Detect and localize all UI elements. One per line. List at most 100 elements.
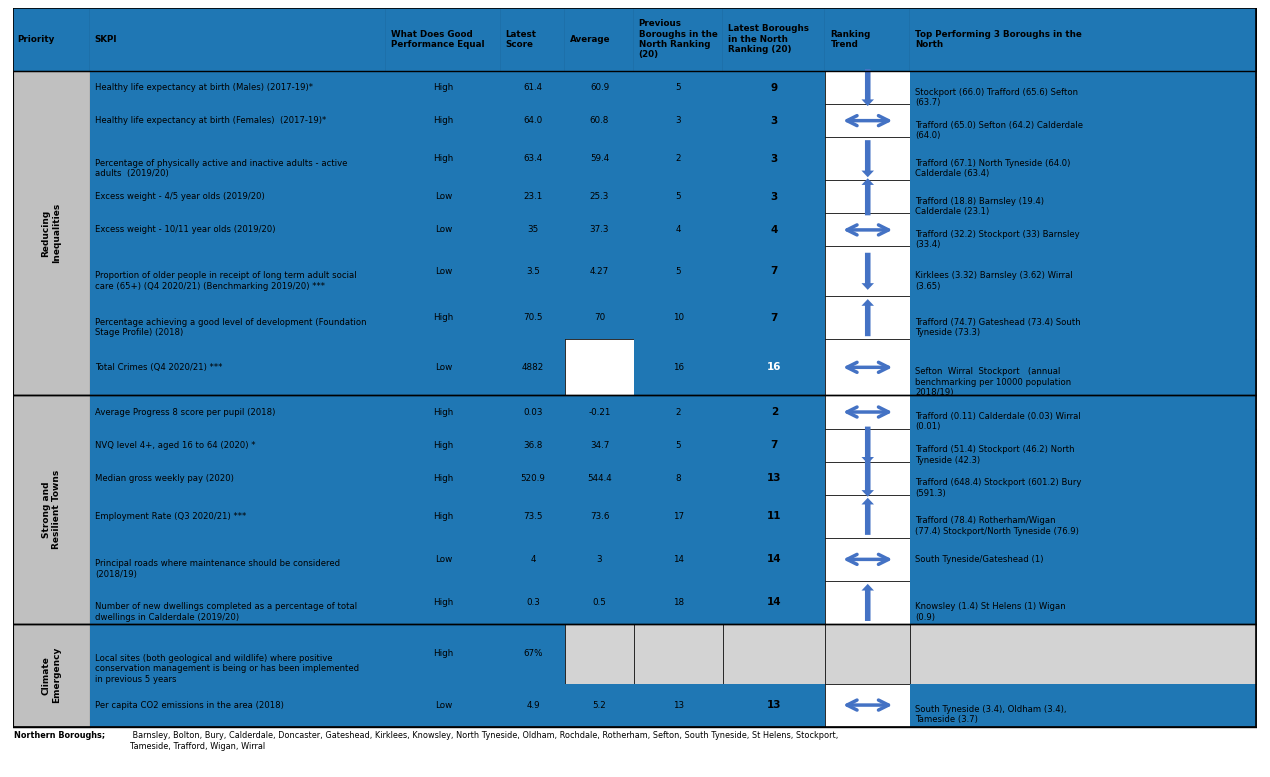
- Text: 13: 13: [767, 700, 781, 710]
- Bar: [565, 180, 634, 214]
- Bar: [826, 8, 911, 71]
- Text: 7: 7: [771, 440, 779, 450]
- Bar: [565, 340, 634, 395]
- Bar: [911, 395, 1256, 429]
- Bar: [634, 214, 724, 246]
- Text: Reducing
Inequalities: Reducing Inequalities: [42, 203, 61, 263]
- Text: 11: 11: [767, 511, 781, 521]
- Bar: [911, 104, 1256, 138]
- Text: High: High: [433, 154, 453, 163]
- Bar: [724, 104, 826, 138]
- Text: High: High: [433, 598, 453, 607]
- Bar: [826, 246, 911, 296]
- Bar: [90, 71, 386, 104]
- Bar: [724, 340, 826, 395]
- Text: 9: 9: [771, 82, 779, 92]
- Bar: [724, 246, 826, 296]
- Bar: [634, 684, 724, 726]
- Bar: [386, 138, 500, 180]
- Text: Previous
Boroughs in the
North Ranking
(20): Previous Boroughs in the North Ranking (…: [639, 19, 718, 60]
- Bar: [500, 104, 565, 138]
- Bar: [911, 624, 1256, 684]
- Bar: [724, 296, 826, 340]
- Bar: [724, 495, 826, 538]
- Bar: [724, 395, 826, 429]
- Bar: [90, 138, 386, 180]
- Bar: [565, 395, 634, 429]
- Bar: [724, 180, 826, 214]
- Bar: [724, 462, 826, 495]
- Bar: [826, 138, 911, 180]
- Bar: [565, 581, 634, 624]
- Bar: [565, 296, 634, 340]
- Bar: [500, 581, 565, 624]
- Bar: [90, 180, 386, 214]
- Bar: [911, 684, 1256, 726]
- Bar: [911, 684, 1256, 726]
- Bar: [634, 180, 724, 214]
- Text: 60.9: 60.9: [589, 83, 610, 92]
- Bar: [500, 495, 565, 538]
- Bar: [386, 296, 500, 340]
- Bar: [724, 624, 826, 684]
- Bar: [386, 296, 500, 340]
- Bar: [826, 214, 911, 246]
- Bar: [90, 462, 386, 495]
- Text: 4.9: 4.9: [526, 701, 540, 709]
- Text: High: High: [433, 512, 453, 521]
- Bar: [500, 684, 565, 726]
- Bar: [386, 538, 500, 581]
- Bar: [500, 246, 565, 296]
- Bar: [565, 462, 634, 495]
- Text: Climate
Emergency: Climate Emergency: [42, 647, 61, 703]
- Bar: [911, 138, 1256, 180]
- Bar: [565, 180, 634, 214]
- Bar: [500, 581, 565, 624]
- Bar: [724, 104, 826, 138]
- Bar: [911, 429, 1256, 462]
- Bar: [724, 684, 826, 726]
- Bar: [911, 214, 1256, 246]
- Text: Trafford (0.11) Calderdale (0.03) Wirral
(0.01): Trafford (0.11) Calderdale (0.03) Wirral…: [914, 412, 1081, 431]
- Bar: [724, 684, 826, 726]
- Text: 37.3: 37.3: [589, 225, 610, 235]
- Text: Trafford (78.4) Rotherham/Wigan
(77.4) Stockport/North Tyneside (76.9): Trafford (78.4) Rotherham/Wigan (77.4) S…: [914, 517, 1080, 535]
- Bar: [386, 462, 500, 495]
- Text: 3: 3: [771, 192, 779, 202]
- Text: 14: 14: [673, 555, 685, 564]
- Bar: [911, 214, 1256, 246]
- Bar: [90, 538, 386, 581]
- Bar: [826, 180, 911, 214]
- Bar: [90, 71, 386, 104]
- Bar: [90, 8, 386, 71]
- Text: Healthy life expectancy at birth (Females)  (2017-19)*: Healthy life expectancy at birth (Female…: [95, 116, 326, 125]
- Bar: [634, 71, 724, 104]
- Bar: [386, 180, 500, 214]
- Bar: [826, 104, 911, 138]
- Bar: [500, 71, 565, 104]
- Text: Northern Boroughs;: Northern Boroughs;: [14, 731, 105, 740]
- Bar: [13, 8, 90, 71]
- Text: South Tyneside (3.4), Oldham (3.4),
Tameside (3.7): South Tyneside (3.4), Oldham (3.4), Tame…: [914, 705, 1067, 724]
- Bar: [565, 684, 634, 726]
- Bar: [500, 395, 565, 429]
- Text: Total Crimes (Q4 2020/21) ***: Total Crimes (Q4 2020/21) ***: [95, 363, 222, 372]
- Bar: [500, 214, 565, 246]
- Bar: [500, 214, 565, 246]
- Bar: [911, 538, 1256, 581]
- Text: 17: 17: [673, 512, 685, 521]
- Bar: [724, 8, 826, 71]
- Text: NVQ level 4+, aged 16 to 64 (2020) *: NVQ level 4+, aged 16 to 64 (2020) *: [95, 441, 255, 450]
- Bar: [911, 8, 1256, 71]
- Bar: [911, 581, 1256, 624]
- Text: 5: 5: [676, 267, 682, 276]
- Text: Top Performing 3 Boroughs in the
North: Top Performing 3 Boroughs in the North: [914, 30, 1082, 49]
- Text: 70.5: 70.5: [523, 313, 542, 322]
- Text: Trafford (51.4) Stockport (46.2) North
Tyneside (42.3): Trafford (51.4) Stockport (46.2) North T…: [914, 445, 1074, 465]
- Bar: [90, 246, 386, 296]
- Bar: [634, 538, 724, 581]
- Bar: [90, 104, 386, 138]
- Bar: [724, 138, 826, 180]
- Bar: [386, 581, 500, 624]
- Text: South Tyneside/Gateshead (1): South Tyneside/Gateshead (1): [914, 555, 1044, 564]
